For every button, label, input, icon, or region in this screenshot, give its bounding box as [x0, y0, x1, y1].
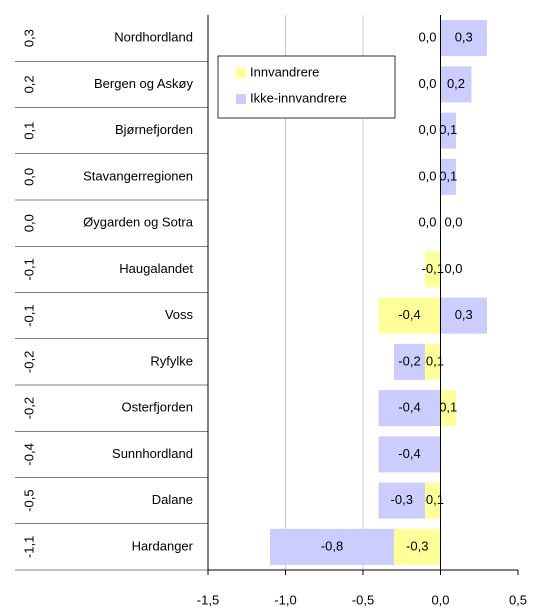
legend-swatch: [236, 68, 246, 78]
total-label: -0,2: [21, 351, 36, 373]
total-label: 0,2: [21, 75, 36, 93]
bar: [270, 528, 394, 565]
data-label: -0,3: [406, 538, 428, 553]
data-label: -0,4: [398, 307, 420, 322]
total-label: 0,0: [21, 214, 36, 232]
bar: [378, 482, 425, 519]
category-label: Bergen og Askøy: [94, 76, 193, 91]
bar: [378, 436, 441, 473]
data-label: 0,3: [455, 30, 473, 45]
data-label: 0,1: [439, 122, 457, 137]
bar: [378, 297, 441, 334]
data-label: 0,0: [418, 215, 436, 230]
data-label: 0,0: [418, 30, 436, 45]
total-label: -0,1: [21, 304, 36, 326]
total-label: -1,1: [21, 536, 36, 558]
legend-box: [217, 55, 396, 119]
category-label: Bjørnefjorden: [115, 122, 193, 137]
bar: [425, 343, 441, 380]
total-label: -0,2: [21, 397, 36, 419]
data-label: 0,0: [418, 168, 436, 183]
bar: [394, 343, 425, 380]
data-label: 0,0: [418, 76, 436, 91]
category-label: Haugalandet: [119, 261, 193, 276]
category-label: Ryfylke: [150, 353, 193, 368]
bar: [394, 528, 441, 565]
x-tick-label: -1,5: [197, 592, 219, 607]
data-label: 0,0: [444, 261, 462, 276]
total-label: -0,5: [21, 489, 36, 511]
category-label: Osterfjorden: [121, 400, 193, 415]
bar: [378, 390, 441, 427]
x-tick-label: 0,5: [509, 592, 527, 607]
bar: [440, 112, 456, 149]
category-label: Dalane: [152, 492, 193, 507]
bar: [425, 251, 441, 288]
data-label: -0,4: [398, 400, 420, 415]
bar: [440, 66, 472, 103]
category-label: Hardanger: [132, 538, 194, 553]
x-tick-label: -1,0: [274, 592, 296, 607]
total-label: -0,1: [21, 258, 36, 280]
bar: [440, 390, 456, 427]
data-label: -0,1: [422, 261, 444, 276]
category-label: Voss: [165, 307, 194, 322]
data-label: -0,1: [422, 353, 444, 368]
bar: [440, 297, 487, 334]
data-label: 0,2: [447, 76, 465, 91]
category-label: Nordhordland: [114, 30, 193, 45]
x-tick-label: -0,5: [352, 592, 374, 607]
bar: [440, 20, 487, 57]
data-label: -0,8: [321, 538, 343, 553]
data-label: 0,0: [444, 215, 462, 230]
data-label: -0,1: [422, 492, 444, 507]
total-label: 0,3: [21, 29, 36, 47]
data-label: 0,1: [439, 168, 457, 183]
category-label: Stavangerregionen: [83, 168, 193, 183]
total-label: -0,4: [21, 443, 36, 465]
legend-swatch: [236, 94, 246, 104]
category-label: Øygarden og Sotra: [83, 215, 194, 230]
data-label: -0,3: [391, 492, 413, 507]
data-label: 0,1: [439, 400, 457, 415]
bar: [440, 158, 456, 195]
legend: Innvandrere Ikke-innvandrere: [217, 55, 396, 119]
bar: [425, 482, 441, 519]
x-tick-label: 0,0: [431, 592, 449, 607]
legend-label: Innvandrere: [250, 64, 319, 79]
category-label: Sunnhordland: [112, 446, 193, 461]
total-label: 0,0: [21, 168, 36, 186]
data-label: 0,3: [455, 307, 473, 322]
total-label: 0,1: [21, 122, 36, 140]
data-label: 0,0: [418, 122, 436, 137]
data-label: -0,2: [398, 353, 420, 368]
legend-label: Ikke-innvandrere: [250, 90, 347, 105]
data-label: -0,4: [398, 446, 420, 461]
